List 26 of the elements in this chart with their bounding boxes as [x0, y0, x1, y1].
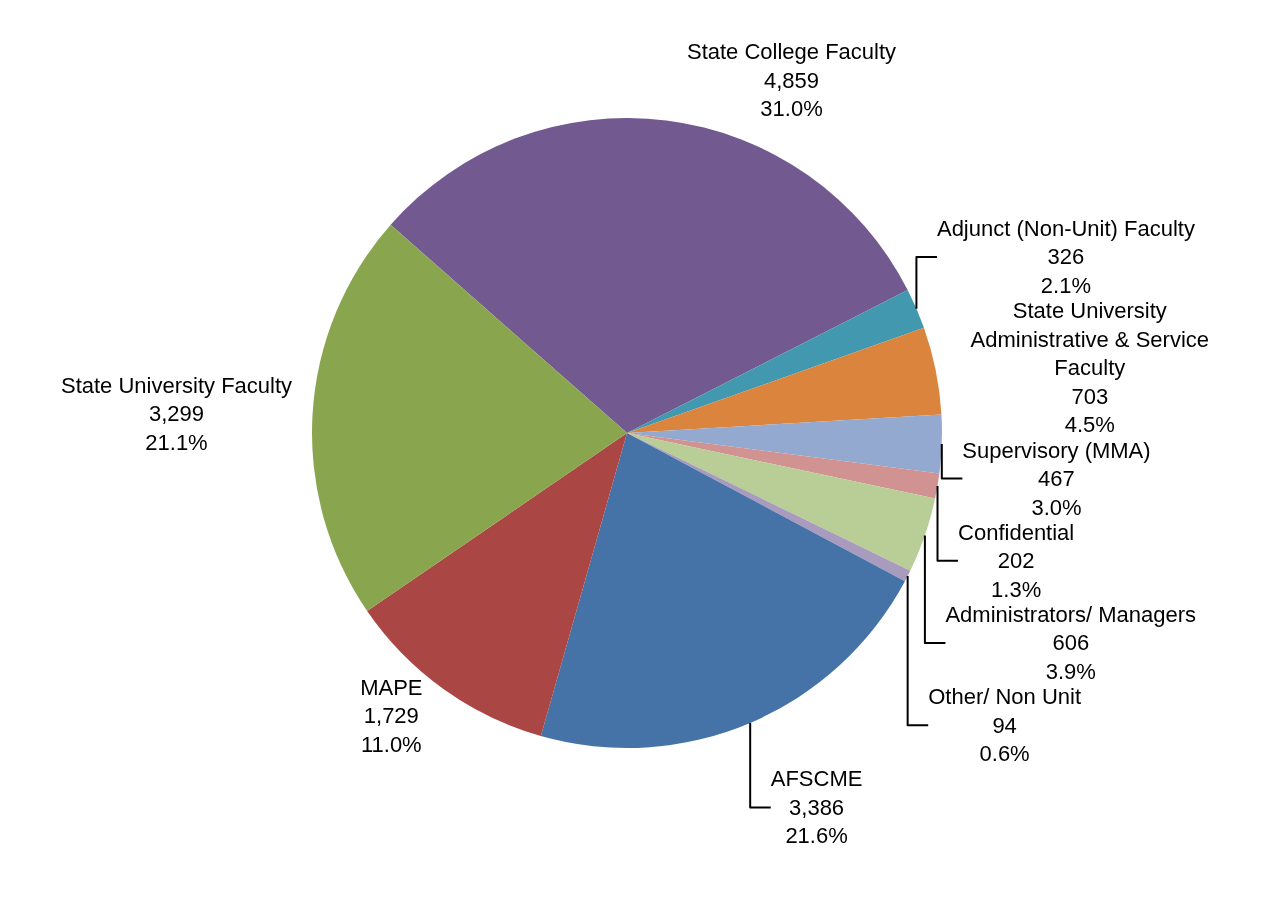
pie-slice [627, 327, 942, 433]
slice-label: Administrators/ Managers [945, 601, 1197, 627]
slice-label: Supervisory (MMA) [962, 437, 1151, 463]
slice-label: State College Faculty [686, 38, 897, 64]
data-label: 703 4.5% [1064, 383, 1115, 438]
slice-label: Adjunct (Non-Unit) Faculty [936, 215, 1195, 241]
slice-label: AFSCME [770, 766, 863, 792]
slice-label: Other/ Non Unit [928, 684, 1082, 710]
data-label: 4,859 31.0% [760, 67, 823, 122]
slice-label: Confidential [958, 519, 1075, 545]
pie-slice [627, 289, 924, 433]
data-label: 1,729 11.0% [360, 703, 422, 757]
data-label: 3,386 21.6% [785, 794, 848, 849]
data-label: 202 1.3% [991, 548, 1042, 602]
pie-slice [390, 118, 908, 433]
slice-label: MAPE [360, 674, 423, 700]
data-label: 94 0.6% [979, 712, 1030, 767]
slice-label: State University Faculty [60, 372, 293, 398]
pie-slice [312, 224, 627, 611]
data-label: 606 3.9% [1045, 630, 1096, 685]
data-label: 467 3.0% [1031, 466, 1082, 520]
pie-slice [540, 433, 905, 748]
data-label: 3,299 21.1% [145, 401, 208, 455]
data-label: 326 2.1% [1040, 244, 1092, 299]
pie-slice [627, 433, 940, 499]
slice-label: State University Administrative & Service Faculty [970, 298, 1210, 381]
